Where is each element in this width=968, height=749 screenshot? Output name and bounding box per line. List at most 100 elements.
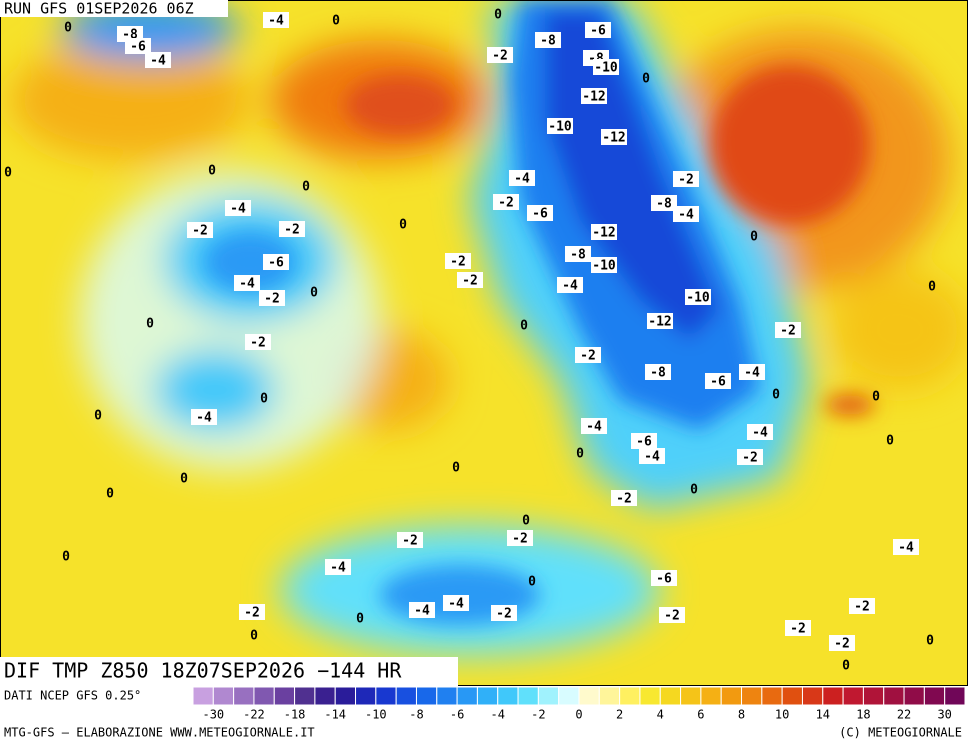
color-swatch <box>456 686 478 706</box>
legend-tick-label: -30 <box>202 708 224 722</box>
label-box <box>234 275 260 291</box>
color-swatch <box>741 686 763 706</box>
label-box <box>705 373 731 389</box>
contour-label: -2 <box>492 49 508 64</box>
label-box <box>581 88 607 104</box>
contour-label: -6 <box>130 40 146 55</box>
color-swatch <box>192 686 214 706</box>
contour-label: -4 <box>678 208 694 223</box>
label-box <box>893 539 919 555</box>
contour-label: -2 <box>854 600 870 615</box>
contour-label: 0 <box>576 447 584 462</box>
color-swatch <box>619 686 641 706</box>
run-box <box>0 0 228 17</box>
legend-tick-label: -2 <box>531 708 545 722</box>
contour-label: -6 <box>710 375 726 390</box>
contour-label: -8 <box>650 366 666 381</box>
label-box <box>673 171 699 187</box>
contour-label: 0 <box>772 388 780 403</box>
legend-tick-label: 22 <box>897 708 911 722</box>
label-box <box>263 12 289 28</box>
label-box <box>575 347 601 363</box>
color-swatch <box>944 686 966 706</box>
label-box <box>445 253 471 269</box>
contour-label: 0 <box>750 230 758 245</box>
contour-label: 0 <box>522 514 530 529</box>
contour-label: -4 <box>752 426 768 441</box>
contour-label: -2 <box>450 255 466 270</box>
label-box <box>443 595 469 611</box>
legend-tick-label: 8 <box>738 708 745 722</box>
label-box <box>785 620 811 636</box>
color-swatch <box>801 686 824 706</box>
contour-label: -12 <box>648 315 671 330</box>
color-swatch <box>822 686 844 706</box>
color-swatch <box>700 686 722 706</box>
color-swatch <box>314 686 336 706</box>
source-label: DATI NCEP GFS 0.25° <box>4 689 141 703</box>
color-swatch <box>253 686 275 706</box>
label-box <box>601 129 627 145</box>
label-box <box>187 222 213 238</box>
color-swatch <box>294 686 316 706</box>
label-box <box>491 605 517 621</box>
contour-label: 0 <box>928 280 936 295</box>
contour-label: -4 <box>562 279 578 294</box>
contour-label: -6 <box>532 207 548 222</box>
contour-label: -2 <box>496 607 512 622</box>
contour-label: 0 <box>64 21 72 36</box>
color-swatch <box>558 686 580 706</box>
legend-tick-label: -8 <box>409 708 423 722</box>
color-swatch <box>862 686 885 706</box>
contour-label: -2 <box>616 492 632 507</box>
color-swatch <box>781 686 803 706</box>
legend-tick-label: 4 <box>657 708 664 722</box>
legend-tick-label: -4 <box>491 708 505 722</box>
label-box <box>535 32 561 48</box>
color-swatch <box>497 686 519 706</box>
label-box <box>325 559 351 575</box>
legend-tick-label: 0 <box>575 708 582 722</box>
contour-label: -2 <box>512 532 528 547</box>
contour-label: 0 <box>926 634 934 649</box>
contour-label: -12 <box>582 90 605 105</box>
color-swatch <box>598 686 621 706</box>
color-swatch <box>395 686 417 706</box>
contour-label: -2 <box>790 622 806 637</box>
contour-label: 0 <box>356 612 364 627</box>
color-swatch <box>720 686 743 706</box>
legend-tick-label: 18 <box>856 708 870 722</box>
color-swatch <box>212 686 235 706</box>
color-swatch <box>659 686 682 706</box>
contour-label: -12 <box>592 226 615 241</box>
label-box <box>639 448 665 464</box>
color-swatch <box>842 686 864 706</box>
legend-tick-label: -6 <box>450 708 464 722</box>
label-box <box>239 604 265 620</box>
product-box <box>0 657 458 686</box>
label-box <box>397 532 423 548</box>
contour-label: 0 <box>146 317 154 332</box>
legend-tick-label: 2 <box>616 708 623 722</box>
label-box <box>581 418 607 434</box>
contour-label: 0 <box>302 180 310 195</box>
legend-tick-label: -18 <box>284 708 306 722</box>
contour-label: -2 <box>834 637 850 652</box>
contour-label: -2 <box>462 274 478 289</box>
contour-label: -4 <box>330 561 346 576</box>
contour-label: 0 <box>260 392 268 407</box>
contour-label: -8 <box>570 248 586 263</box>
contour-label: 0 <box>310 286 318 301</box>
label-box <box>191 409 217 425</box>
color-bar: -30 -22 -18 -14 -10 -8 -6 -4 -2 0 2 4 6 8 10 14 18 22 30 <box>192 686 966 722</box>
run-label: RUN GFS 01SEP2026 06Z <box>4 0 194 18</box>
contour-label: -2 <box>284 223 300 238</box>
color-swatch <box>476 686 499 706</box>
contour-label: -10 <box>686 291 710 306</box>
contour-label: -8 <box>540 34 556 49</box>
contour-label: -4 <box>239 277 255 292</box>
label-box <box>279 221 305 237</box>
color-swatch <box>334 686 357 706</box>
contour-label: 0 <box>399 218 407 233</box>
contour-label: -6 <box>268 256 284 271</box>
